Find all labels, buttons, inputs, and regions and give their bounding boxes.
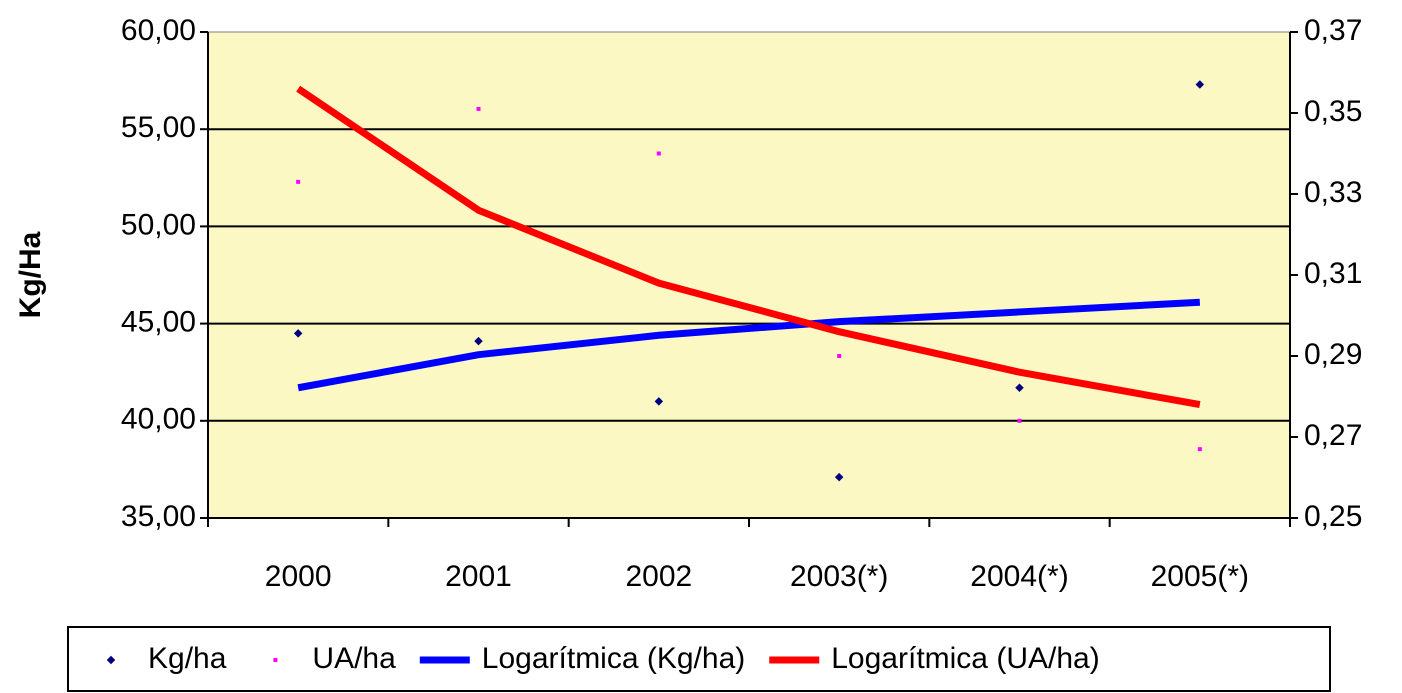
point bbox=[1197, 447, 1202, 452]
point bbox=[476, 106, 481, 111]
y2-tick-label: 0,35 bbox=[1304, 95, 1362, 128]
y-tick-label: 50,00 bbox=[121, 208, 196, 241]
trend-line bbox=[297, 298, 1201, 392]
y-axis-label: Kg/Ha bbox=[14, 231, 47, 318]
y2-tick-label: 0,33 bbox=[1304, 176, 1362, 209]
y-tick-label: 40,00 bbox=[121, 403, 196, 436]
y2-tick-label: 0,25 bbox=[1304, 500, 1362, 533]
point bbox=[834, 472, 844, 482]
x-tick-label: 2004(*) bbox=[970, 560, 1068, 593]
point bbox=[654, 397, 664, 406]
y-tick-label: 60,00 bbox=[121, 14, 196, 47]
y-tick-label: 35,00 bbox=[121, 500, 196, 533]
legend-label: Kg/ha bbox=[148, 642, 227, 675]
y2-tick-label: 0,31 bbox=[1304, 257, 1362, 290]
x-tick-label: 2000 bbox=[265, 560, 332, 593]
x-tick-label: 2003(*) bbox=[790, 560, 888, 593]
legend-label: UA/ha bbox=[312, 642, 396, 675]
y2-tick-label: 0,37 bbox=[1304, 14, 1362, 47]
plot-area bbox=[207, 31, 1291, 519]
y2-tick-label: 0,29 bbox=[1304, 338, 1362, 371]
point bbox=[474, 336, 483, 346]
trend-line bbox=[296, 85, 1201, 409]
point bbox=[1015, 383, 1024, 392]
x-tick-label: 2001 bbox=[445, 560, 512, 593]
y-tick-label: 55,00 bbox=[121, 111, 196, 144]
point bbox=[656, 151, 661, 156]
x-tick-label: 2002 bbox=[625, 560, 692, 593]
legend-label: Logarítmica (Kg/ha) bbox=[482, 642, 745, 675]
legend-label: Logarítmica (UA/ha) bbox=[831, 642, 1099, 675]
point bbox=[293, 329, 303, 338]
legend-swatch bbox=[273, 658, 278, 662]
x-tick-label: 2005(*) bbox=[1151, 560, 1249, 593]
point bbox=[837, 354, 842, 358]
point bbox=[296, 179, 301, 184]
legend-box bbox=[67, 626, 1331, 692]
point bbox=[1017, 418, 1022, 423]
y-tick-label: 45,00 bbox=[121, 306, 196, 339]
y2-tick-label: 0,27 bbox=[1304, 419, 1362, 452]
